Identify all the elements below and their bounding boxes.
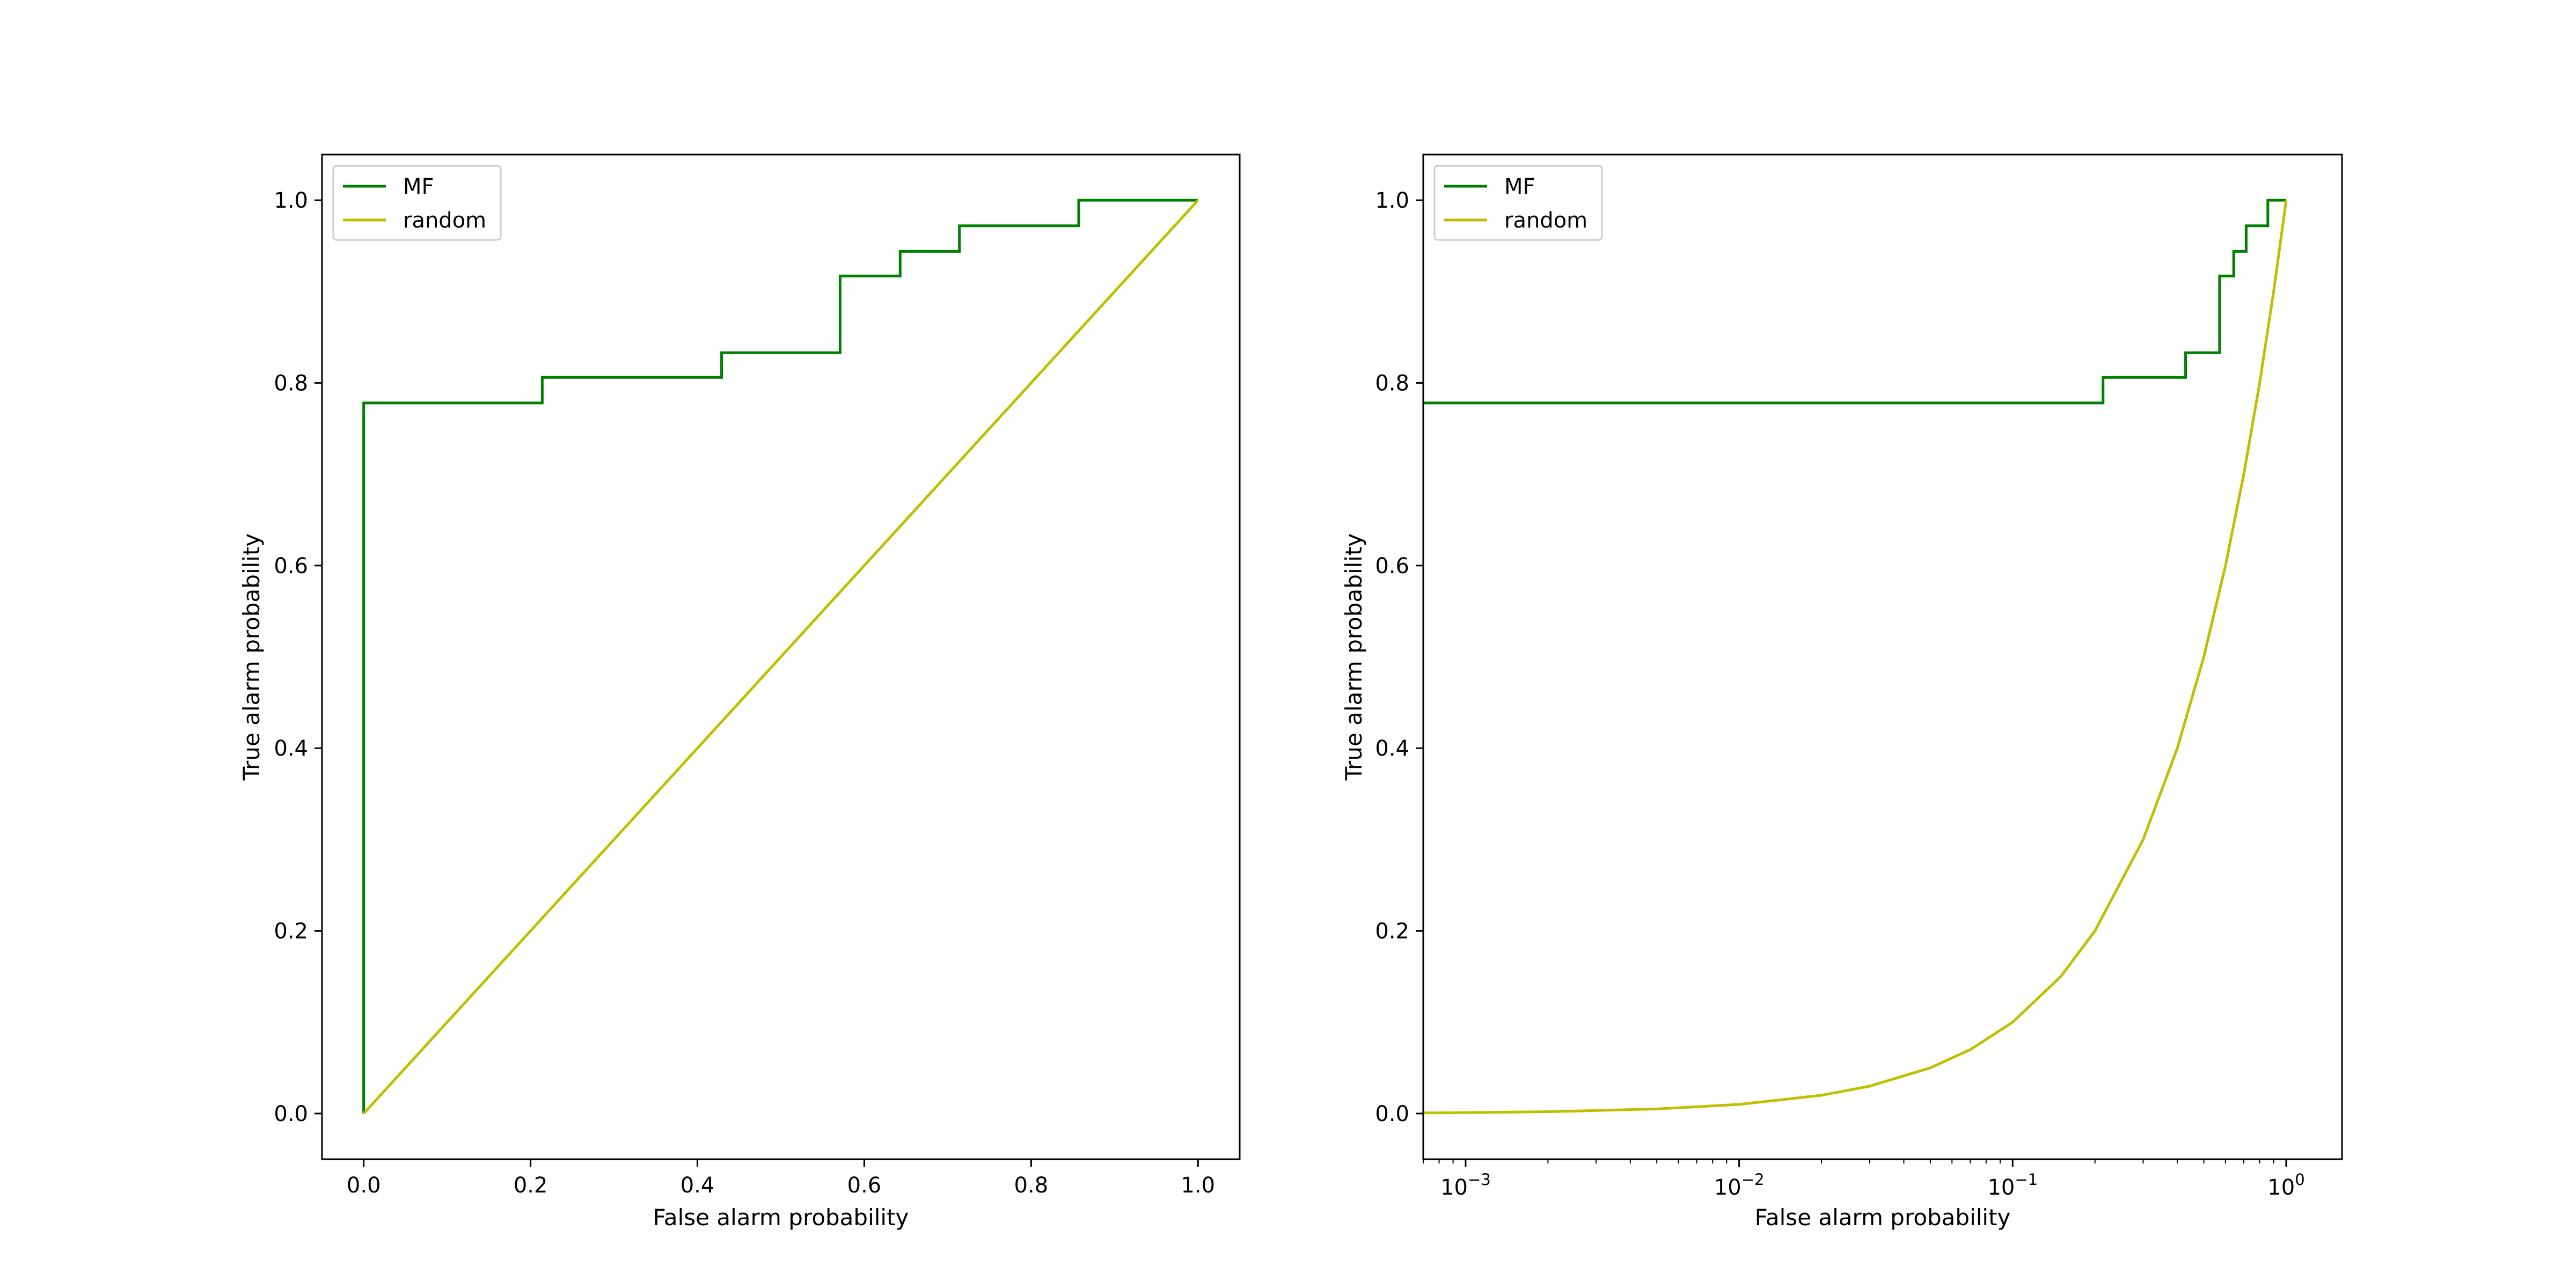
x-tick-label: 1.0 — [1181, 1173, 1215, 1198]
axes-frame — [1422, 153, 2343, 1160]
x-tick-label: 10−3 — [1440, 1170, 1491, 1200]
legend-label: MF — [403, 174, 434, 199]
y-tick-label: 0.4 — [1375, 736, 1409, 761]
y-tick-label: 0.0 — [274, 1102, 308, 1126]
y-tick-label: 0.6 — [274, 554, 308, 579]
y-axis-ticks: 0.0 0.2 0.4 0.6 0.8 1.0 — [274, 188, 322, 1126]
y-tick-label: 0.0 — [1375, 1102, 1409, 1126]
plot-area — [362, 199, 1199, 1115]
x-tick-label: 10−1 — [1987, 1170, 2038, 1200]
series-line-MF — [1423, 199, 2286, 405]
x-tick-label: 100 — [2267, 1170, 2304, 1200]
legend-label: MF — [1504, 174, 1535, 199]
y-tick-label: 0.6 — [1375, 554, 1409, 579]
legend-label: random — [1504, 208, 1587, 233]
y-axis-ticks: 0.0 0.2 0.4 0.6 0.8 1.0 — [1375, 188, 1423, 1126]
x-tick-label: 10−2 — [1714, 1170, 1765, 1200]
x-tick-label: 0.0 — [347, 1173, 381, 1198]
x-tick-label: 0.4 — [680, 1173, 715, 1198]
x-axis-label: False alarm probability — [653, 1204, 909, 1231]
plot-area — [1423, 199, 2288, 1115]
series-line-MF — [362, 199, 1198, 1114]
roc-log-panel: 10−3 10−2 10−1 100 0.0 0.2 0.4 0.6 0.8 1.0 False… — [1341, 153, 2343, 1231]
legend-label: random — [403, 208, 486, 233]
series-line-random — [362, 199, 1199, 1115]
legend: MF random — [1433, 165, 1603, 241]
x-axis-ticks: 0.0 0.2 0.4 0.6 0.8 1.0 — [347, 1159, 1215, 1198]
x-axis-ticks: 10−3 10−2 10−1 100 — [1423, 1159, 2305, 1200]
y-tick-label: 0.2 — [274, 919, 308, 944]
y-axis-label: True alarm probability — [1341, 533, 1367, 781]
series-line-random — [1423, 200, 2288, 1115]
x-tick-label: 0.6 — [847, 1173, 882, 1198]
axes-frame — [321, 153, 1241, 1160]
x-axis-label: False alarm probability — [1755, 1204, 2011, 1231]
y-tick-label: 0.8 — [1375, 371, 1409, 396]
y-tick-label: 0.8 — [274, 371, 308, 396]
legend: MF random — [332, 165, 502, 241]
y-tick-label: 1.0 — [1375, 188, 1409, 213]
roc-linear-panel: 0.0 0.2 0.4 0.6 0.8 1.0 0.0 0.2 0.4 0.6 0.8 1.0 Fa… — [238, 153, 1241, 1231]
x-tick-label: 0.8 — [1014, 1173, 1049, 1198]
y-tick-label: 0.4 — [274, 736, 308, 761]
y-tick-label: 1.0 — [274, 188, 308, 213]
y-tick-label: 0.2 — [1375, 919, 1409, 944]
y-axis-label: True alarm probability — [238, 533, 265, 781]
x-tick-label: 0.2 — [514, 1173, 548, 1198]
